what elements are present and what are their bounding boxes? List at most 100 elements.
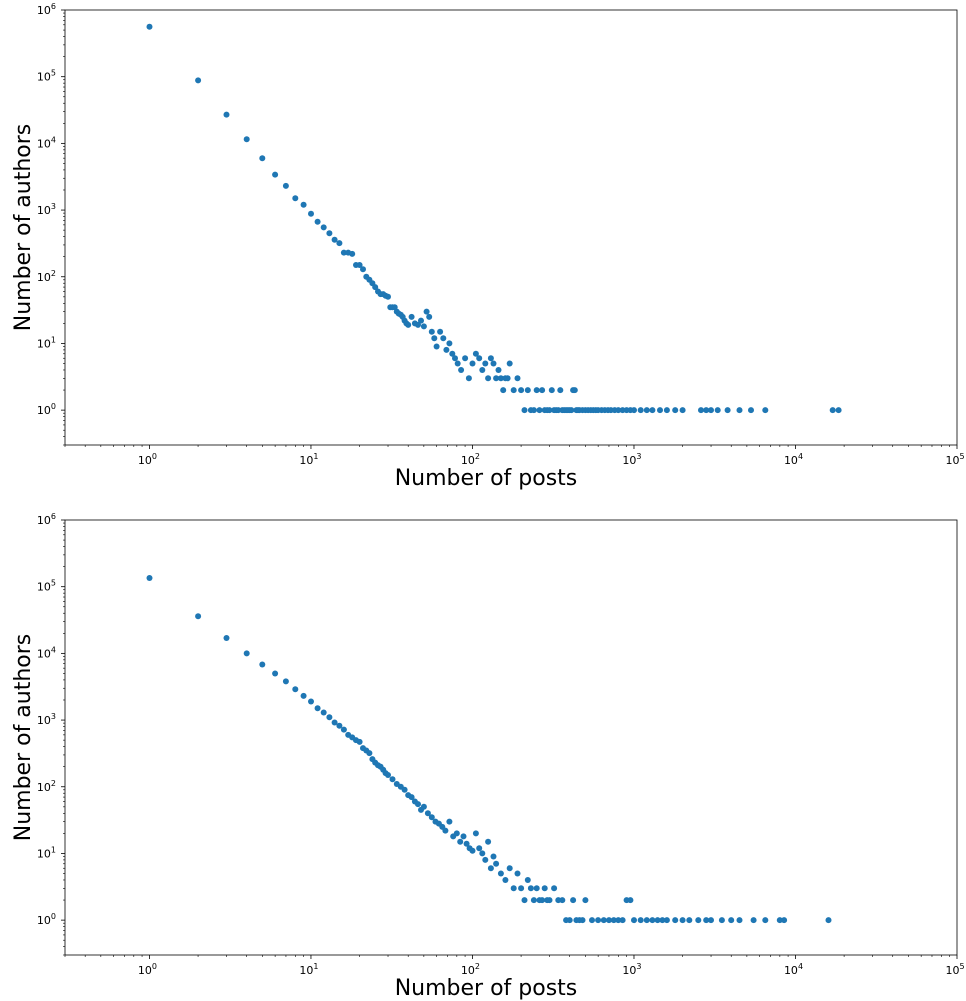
bottom-data-point xyxy=(595,917,602,924)
bottom-y-tick-label: 106 xyxy=(37,512,56,527)
top-data-point xyxy=(405,321,412,328)
bottom-data-point xyxy=(308,698,314,705)
top-data-point xyxy=(663,407,670,414)
top-data-point xyxy=(349,250,356,257)
top-data-point xyxy=(423,308,430,315)
bottom-x-tick-label: 104 xyxy=(784,962,803,977)
bottom-data-point xyxy=(424,810,431,817)
top-data-point xyxy=(243,136,250,143)
bottom-data-point xyxy=(485,838,492,845)
top-data-point xyxy=(356,262,363,268)
bottom-data-point xyxy=(476,845,483,852)
bottom-data-point xyxy=(582,897,589,904)
bottom-data-point xyxy=(493,860,500,867)
bottom-y-tick-label: 104 xyxy=(37,645,56,660)
top-data-point xyxy=(504,375,511,382)
bottom-data-point xyxy=(750,917,757,924)
bottom-data-point xyxy=(460,833,467,840)
top-data-point xyxy=(326,230,333,237)
top-y-tick-label: 103 xyxy=(37,202,56,217)
top-data-point xyxy=(524,387,531,394)
top-data-point xyxy=(462,355,469,362)
bottom-y-tick-label: 105 xyxy=(37,579,56,594)
bottom-data-point xyxy=(663,917,670,924)
top-data-point xyxy=(195,77,202,84)
bottom-data-point xyxy=(326,714,333,721)
top-data-point xyxy=(539,387,546,394)
top-x-tick-label: 102 xyxy=(461,452,480,467)
bottom-data-point xyxy=(514,870,521,877)
bottom-chart: 100 101 102 103 104 105 100 101 102 103 104 105 106 N… xyxy=(11,512,965,1001)
top-data-point xyxy=(708,407,714,414)
bottom-data-point xyxy=(570,897,577,904)
bottom-data-point xyxy=(320,709,327,716)
top-data-point xyxy=(431,335,438,342)
bottom-x-tick-label: 103 xyxy=(622,962,641,977)
top-data-point xyxy=(679,407,686,414)
top-chart: 100 101 102 103 104 105 100 101 102 103 104 105 106 N… xyxy=(11,2,965,491)
top-x-tick-label: 105 xyxy=(945,452,964,467)
bottom-data-point xyxy=(527,885,534,892)
top-x-tick-label: 103 xyxy=(622,452,641,467)
top-data-point xyxy=(571,387,578,394)
top-data-point xyxy=(308,210,314,217)
top-data-point xyxy=(485,375,492,382)
bottom-x-tick-label: 105 xyxy=(945,962,964,977)
top-data-point xyxy=(282,182,289,189)
top-data-point xyxy=(336,240,343,247)
bottom-data-point xyxy=(619,917,626,924)
top-data-point xyxy=(835,407,842,414)
bottom-data-point xyxy=(510,885,517,892)
bottom-data-point xyxy=(589,917,595,924)
bottom-data-point xyxy=(708,917,714,924)
bottom-data-point xyxy=(442,827,449,834)
top-data-point xyxy=(736,407,743,414)
top-data-point xyxy=(536,407,543,414)
bottom-y-tick-label: 102 xyxy=(37,779,56,794)
bottom-data-point xyxy=(728,917,735,924)
bottom-data-point xyxy=(643,917,650,924)
bottom-plot-frame xyxy=(64,519,958,956)
bottom-data-point xyxy=(539,897,546,904)
bottom-data-point xyxy=(559,897,566,904)
top-data-point xyxy=(360,266,366,273)
top-data-point xyxy=(530,407,537,414)
bottom-data-point xyxy=(272,670,279,677)
bottom-data-point xyxy=(408,794,415,801)
bottom-data-point xyxy=(762,917,769,924)
top-y-tick-label: 105 xyxy=(37,69,56,84)
top-data-point xyxy=(479,367,486,373)
top-data-point xyxy=(521,407,528,414)
bottom-data-point xyxy=(502,877,509,883)
bottom-y-tick-label: 103 xyxy=(37,712,56,727)
bottom-data-point xyxy=(282,678,289,685)
top-data-point xyxy=(829,407,836,414)
top-scatter-points xyxy=(146,23,842,414)
top-data-point xyxy=(724,407,731,414)
bottom-data-point xyxy=(366,750,373,757)
top-data-point xyxy=(748,407,754,414)
top-data-point xyxy=(615,407,622,414)
bottom-data-point xyxy=(356,738,363,745)
bottom-data-point xyxy=(490,853,497,860)
bottom-data-point xyxy=(718,917,725,924)
top-data-point xyxy=(469,360,476,367)
top-data-point xyxy=(506,360,513,367)
bottom-data-point xyxy=(546,897,553,904)
bottom-data-point xyxy=(825,917,832,924)
top-data-point xyxy=(533,387,540,394)
top-data-point xyxy=(465,375,472,382)
top-data-point xyxy=(672,407,679,414)
bottom-data-point xyxy=(679,917,686,924)
bottom-data-point xyxy=(703,917,710,924)
top-data-point xyxy=(495,367,502,373)
bottom-data-point xyxy=(521,897,528,904)
top-data-point xyxy=(437,328,444,335)
bottom-data-point xyxy=(776,917,783,924)
top-data-point xyxy=(440,335,447,342)
bottom-data-point xyxy=(479,850,486,857)
top-data-point xyxy=(631,407,637,414)
top-data-point xyxy=(643,407,650,414)
bottom-data-point xyxy=(389,776,396,783)
top-data-point xyxy=(418,317,424,324)
